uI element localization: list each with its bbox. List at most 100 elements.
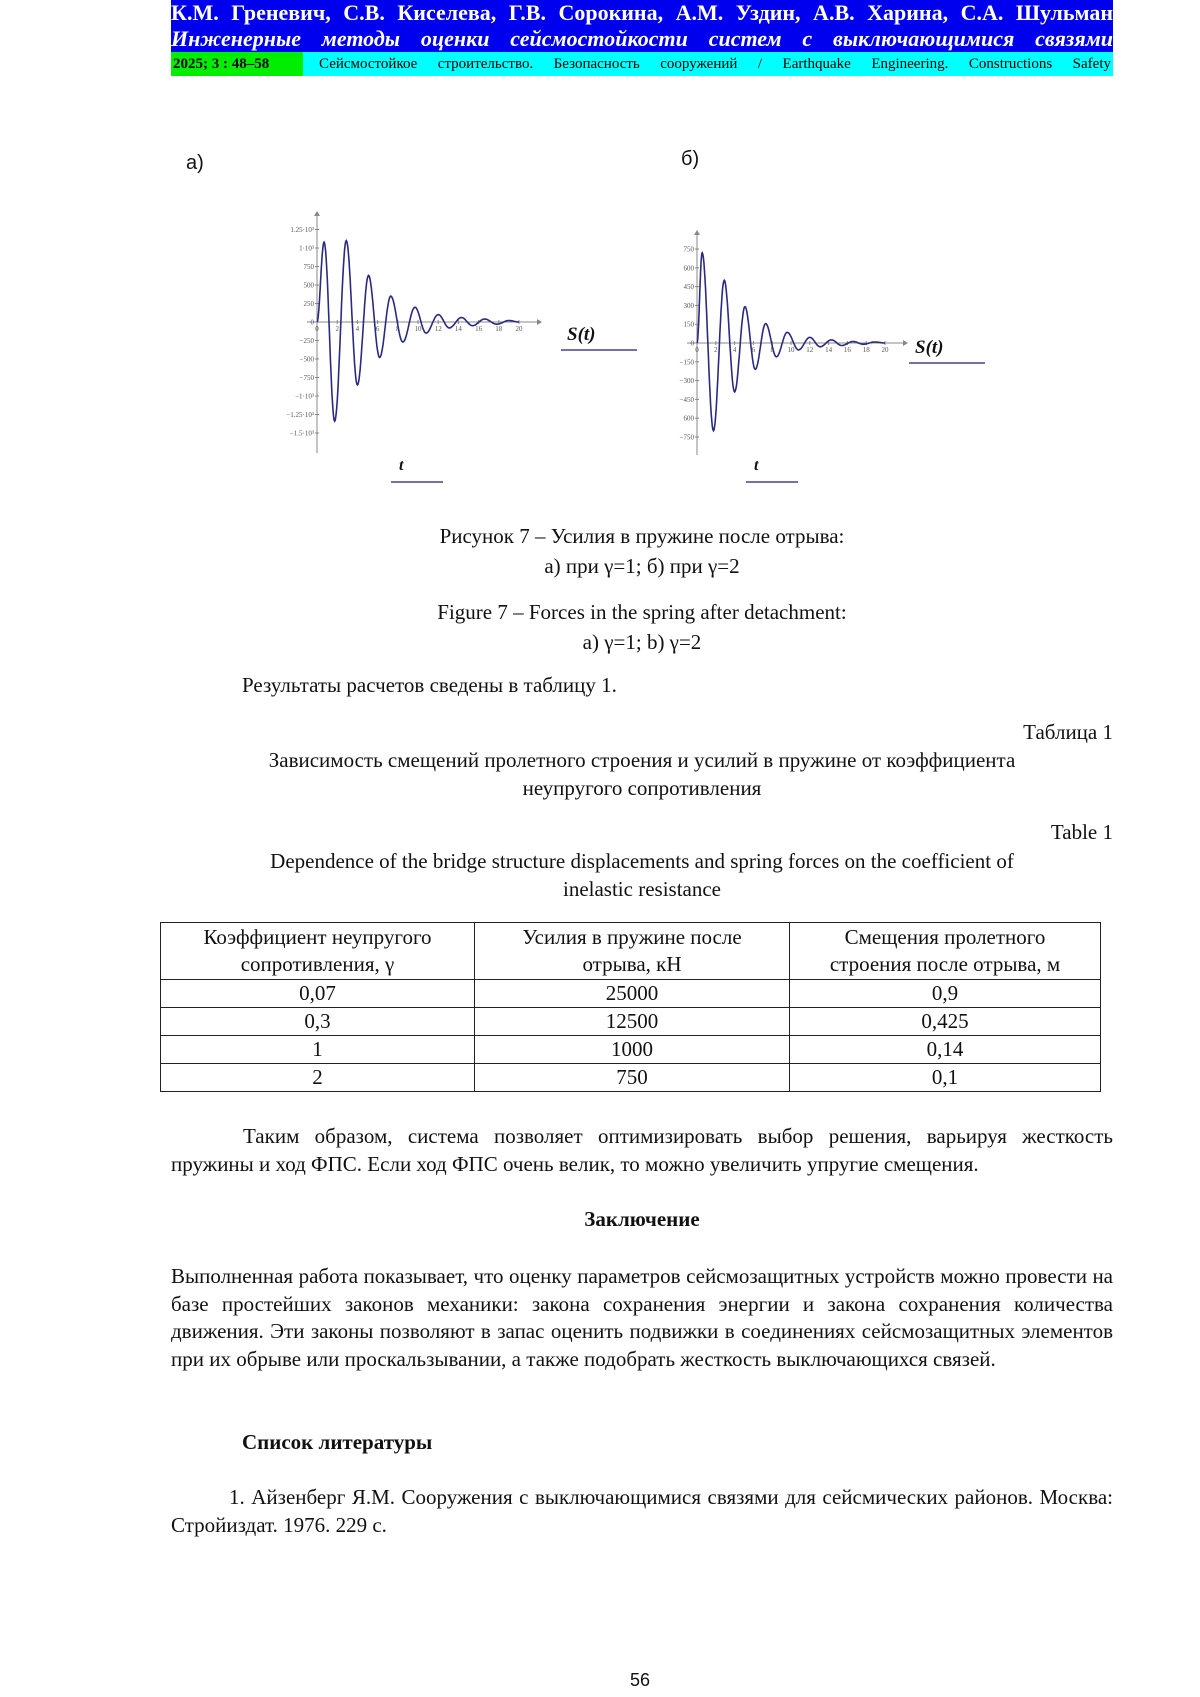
panel-a-label: а)	[186, 152, 204, 174]
y-axis-label: S(t)	[567, 324, 596, 345]
x-tick-label: 6	[752, 346, 756, 354]
y-tick-label: 250	[304, 300, 315, 308]
x-tick-label: 4	[733, 346, 737, 354]
x-tick-label: 16	[844, 346, 852, 354]
x-tick-label: 6	[376, 325, 380, 333]
table-row: 0,3 12500 0,425	[160, 1007, 1101, 1036]
y-axis-label: S(t)	[915, 337, 944, 358]
table-title-ru: Зависимость смещений пролетного строения…	[171, 747, 1113, 802]
x-axis-label: t	[399, 457, 404, 474]
intro-text: Результаты расчетов сведены в таблицу 1.	[242, 673, 617, 697]
x-tick-label: 18	[863, 346, 871, 354]
x-tick-label: 0	[695, 346, 699, 354]
x-tick-label: 4	[356, 325, 360, 333]
x-tick-label: 12	[806, 346, 814, 354]
table-label-ru: Таблица 1	[1023, 720, 1113, 744]
panel-b-label: б)	[681, 148, 700, 170]
y-axis-arrow-icon	[314, 211, 320, 216]
authors-text: К.М. Греневич, С.В. Киселева, Г.В. Сорок…	[171, 0, 1113, 25]
header-cell: Усилия в пружине после отрыва, кН	[474, 922, 790, 980]
journal-name: Сейсмостойкое строительство. Безопасност…	[319, 56, 1111, 72]
x-tick-label: 10	[415, 325, 423, 333]
y-tick-label: −1.25·10³	[286, 411, 314, 419]
x-tick-label: 14	[455, 325, 463, 333]
header-cell: Смещения пролетного строения после отрыва…	[789, 922, 1101, 980]
caption-ru-line: а) при γ=1; б) при γ=2	[544, 554, 740, 578]
cell: 0,9	[789, 979, 1101, 1008]
cell: 12500	[474, 1007, 790, 1036]
x-tick-label: 2	[714, 346, 718, 354]
table-row: 0,07 25000 0,9	[160, 979, 1101, 1008]
table-title-ru-line: Зависимость смещений пролетного строения…	[268, 748, 1016, 772]
caption-en-line: a) γ=1; b) γ=2	[582, 630, 702, 654]
y-tick-label: −750	[300, 374, 315, 382]
caption-en-line: Figure 7 – Forces in the spring after de…	[437, 600, 847, 624]
x-tick-label: 20	[882, 346, 890, 354]
cell: 2	[160, 1063, 475, 1092]
reference-item: 1. Айзенберг Я.М. Сооружения с выключающ…	[171, 1485, 1113, 1537]
x-axis-label: t	[754, 457, 759, 474]
y-tick-label: 450	[684, 283, 695, 291]
table-title-en-line: inelastic resistance	[562, 876, 721, 901]
table-row: 1 1000 0,14	[160, 1035, 1101, 1064]
cell: 0,425	[789, 1007, 1101, 1036]
references-heading: Список литературы	[242, 1430, 433, 1454]
cell: 0,3	[160, 1007, 475, 1036]
x-tick-label: 0	[315, 325, 319, 333]
cell: 0,14	[789, 1035, 1101, 1064]
article-title-text: Инженерные методы оценки сейсмостойкости…	[171, 26, 1113, 51]
x-tick-label: 20	[516, 325, 524, 333]
x-tick-label: 16	[475, 325, 483, 333]
cell: 25000	[474, 979, 790, 1008]
conclusion-heading: Заключение	[584, 1207, 700, 1231]
table-row: 2 750 0,1	[160, 1063, 1101, 1092]
y-tick-label: 750	[304, 263, 315, 271]
y-tick-label: 600	[684, 264, 695, 272]
table-title-en-line: Dependence of the bridge structure displ…	[270, 849, 1014, 873]
y-tick-label: −450	[680, 396, 695, 404]
y-tick-label: −300	[680, 377, 695, 385]
y-tick-label: 0	[311, 319, 315, 327]
chart-a: 0 2 4 6 8 10 12 14 16 18 201.25·10³1·10³7505002500…	[286, 211, 637, 483]
header-authors: К.М. Греневич, С.В. Киселева, Г.В. Сорок…	[171, 0, 1113, 26]
x-tick-label: 12	[435, 325, 443, 333]
y-tick-label: 1.25·10³	[290, 226, 314, 234]
y-tick-label: 300	[684, 302, 695, 310]
cell: 1000	[474, 1035, 790, 1064]
header-journal-bar: 2025; 3 : 48–58 Сейсмостойкое строительс…	[171, 52, 1113, 76]
x-axis-arrow-icon	[903, 340, 908, 346]
paragraph-summary: Таким образом, система позволяет оптимиз…	[171, 1124, 1113, 1176]
table-label-en: Table 1	[1050, 820, 1113, 844]
conclusion-text: Выполненная работа показывает, что оценк…	[171, 1264, 1113, 1371]
cell: 0,1	[789, 1063, 1101, 1092]
header-cell: Коэффициент неупругого сопротивления, γ	[160, 922, 475, 980]
table-title-ru-line: неупругого сопротивления	[522, 775, 762, 800]
y-tick-label: 150	[684, 321, 695, 329]
cell: 750	[474, 1063, 790, 1092]
x-tick-label: 18	[495, 325, 503, 333]
y-tick-label: −500	[300, 356, 315, 364]
figure-caption-ru: Рисунок 7 – Усилия в пружине после отрыв…	[171, 521, 1113, 581]
table-header-row: Коэффициент неупругого сопротивления, γ У…	[160, 922, 1101, 980]
table-title-en: Dependence of the bridge structure displ…	[171, 848, 1113, 903]
y-tick-label: 600	[684, 415, 695, 423]
y-tick-label: −150	[680, 358, 695, 366]
results-table: Коэффициент неупругого сопротивления, γ У…	[160, 922, 1101, 1092]
x-tick-label: 2	[335, 325, 339, 333]
y-axis-arrow-icon	[694, 230, 700, 235]
y-tick-label: 0	[691, 340, 695, 348]
y-tick-label: −250	[300, 337, 315, 345]
series-line	[696, 251, 885, 433]
figure-caption-en: Figure 7 – Forces in the spring after de…	[171, 597, 1113, 657]
cell: 1	[160, 1035, 475, 1064]
cell: 0,07	[160, 979, 475, 1008]
y-tick-label: −1.5·10³	[290, 430, 314, 438]
x-tick-label: 14	[825, 346, 833, 354]
x-tick-label: 10	[788, 346, 796, 354]
y-tick-label: −1·10³	[295, 393, 314, 401]
y-tick-label: 1·10³	[299, 245, 314, 253]
y-tick-label: 500	[304, 282, 315, 290]
x-axis-arrow-icon	[537, 319, 542, 325]
y-tick-label: −750	[680, 433, 695, 441]
caption-ru-line: Рисунок 7 – Усилия в пружине после отрыв…	[439, 524, 845, 548]
